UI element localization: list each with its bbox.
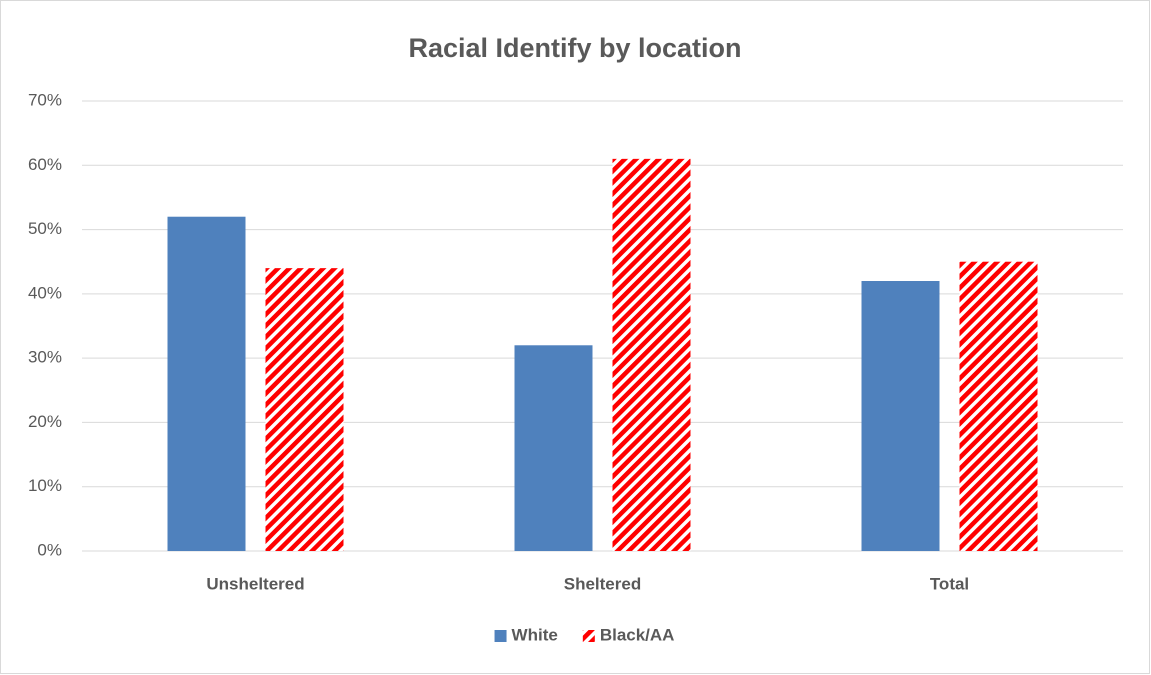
x-tick-label: Unsheltered (206, 574, 304, 593)
bar (514, 345, 593, 551)
legend: White Black/AA (494, 625, 675, 644)
y-tick-label: 30% (28, 348, 62, 367)
y-tick-label: 70% (28, 90, 62, 109)
x-tick-label: Sheltered (564, 574, 641, 593)
bar (612, 158, 691, 551)
y-tick-label: 20% (28, 412, 62, 431)
y-tick-label: 50% (28, 219, 62, 238)
y-tick-label: 40% (28, 283, 62, 302)
legend-swatch (582, 630, 595, 642)
y-tick-label: 10% (28, 476, 62, 495)
chart-title: Racial Identify by location (408, 33, 741, 63)
bar (959, 261, 1038, 551)
x-tick-label: Total (930, 574, 969, 593)
bar (861, 281, 940, 551)
bar (265, 268, 344, 551)
legend-swatch (494, 630, 507, 642)
legend-label: White (512, 625, 558, 644)
bar (167, 216, 246, 551)
y-tick-label: 0% (37, 540, 62, 559)
legend-label: Black/AA (600, 625, 675, 644)
y-tick-label: 60% (28, 155, 62, 174)
